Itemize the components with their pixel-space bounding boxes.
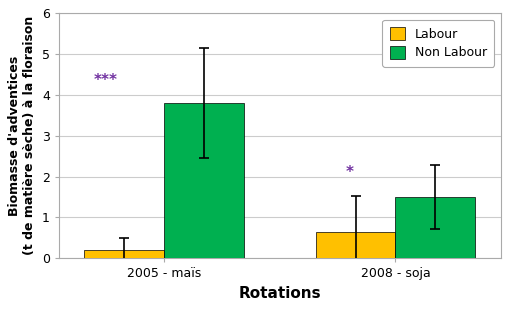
Y-axis label: Biomasse d'adventices
(t de matière sèche) à la floraison: Biomasse d'adventices (t de matière sèch… <box>8 16 36 255</box>
Bar <box>164 103 244 258</box>
Legend: Labour, Non Labour: Labour, Non Labour <box>382 19 494 67</box>
Bar <box>84 250 164 258</box>
Text: ***: *** <box>93 73 117 88</box>
Text: *: * <box>345 165 353 180</box>
Bar <box>316 232 395 258</box>
Bar <box>395 197 475 258</box>
X-axis label: Rotations: Rotations <box>239 286 321 301</box>
